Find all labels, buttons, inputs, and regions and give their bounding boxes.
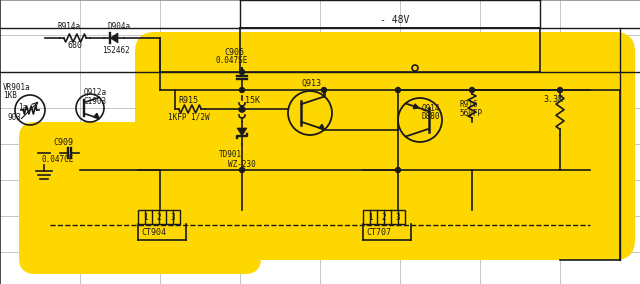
Text: 1: 1 <box>368 213 372 222</box>
Text: R916: R916 <box>460 100 479 109</box>
Circle shape <box>557 87 563 93</box>
Text: Q914: Q914 <box>422 104 440 113</box>
Polygon shape <box>413 104 419 109</box>
Text: 3: 3 <box>171 213 175 222</box>
Text: 3.3K: 3.3K <box>543 95 563 104</box>
Bar <box>363 210 405 224</box>
Text: 2: 2 <box>157 213 161 222</box>
Text: Q912a: Q912a <box>84 88 107 97</box>
Text: C909: C909 <box>53 138 73 147</box>
Polygon shape <box>319 124 324 130</box>
Text: 680: 680 <box>68 41 83 50</box>
Polygon shape <box>110 33 118 43</box>
Text: D880: D880 <box>422 112 440 121</box>
Polygon shape <box>93 113 99 118</box>
Text: 1a: 1a <box>18 103 28 112</box>
Text: D904a: D904a <box>108 22 131 31</box>
Circle shape <box>396 168 401 172</box>
Circle shape <box>239 168 244 172</box>
Text: CT904: CT904 <box>141 228 166 237</box>
Bar <box>138 210 180 224</box>
Text: C1903: C1903 <box>84 97 107 106</box>
Text: 1KB: 1KB <box>3 91 17 100</box>
Text: 1: 1 <box>143 213 147 222</box>
Text: 15K: 15K <box>245 96 260 105</box>
Circle shape <box>470 87 474 93</box>
Circle shape <box>321 87 326 93</box>
Text: WZ-230: WZ-230 <box>228 160 256 169</box>
Text: 560FP: 560FP <box>459 109 482 118</box>
Text: 0.047SE: 0.047SE <box>216 56 248 65</box>
Text: 1S2462: 1S2462 <box>102 46 130 55</box>
Text: - 48V: - 48V <box>380 15 410 25</box>
Text: 2: 2 <box>381 213 387 222</box>
FancyBboxPatch shape <box>19 122 261 274</box>
Text: C905: C905 <box>224 48 244 57</box>
Text: 3: 3 <box>396 213 400 222</box>
Text: Q913: Q913 <box>302 79 322 88</box>
Text: 903: 903 <box>8 113 22 122</box>
Text: 0.047CE: 0.047CE <box>42 155 74 164</box>
Text: R914a: R914a <box>58 22 81 31</box>
Text: TD901: TD901 <box>219 150 242 159</box>
Text: R915: R915 <box>178 96 198 105</box>
Text: CT707: CT707 <box>366 228 391 237</box>
Circle shape <box>239 106 244 112</box>
Text: 1KFP 1/2W: 1KFP 1/2W <box>168 113 210 122</box>
Polygon shape <box>237 128 247 136</box>
Circle shape <box>239 70 244 74</box>
Text: VR901a: VR901a <box>3 83 31 92</box>
Circle shape <box>396 87 401 93</box>
Circle shape <box>239 87 244 93</box>
FancyBboxPatch shape <box>135 32 635 260</box>
